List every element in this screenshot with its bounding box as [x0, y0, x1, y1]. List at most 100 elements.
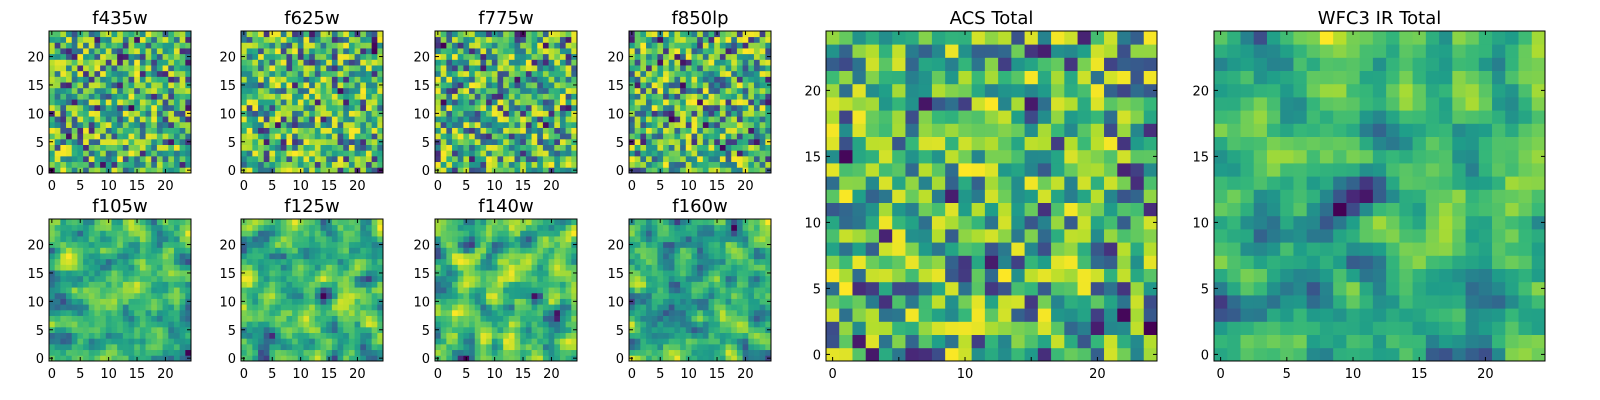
heatmap-cell [474, 31, 481, 38]
heatmap-cell [559, 258, 567, 265]
heatmap-cell [446, 315, 453, 322]
heatmap-cell [548, 298, 555, 305]
heatmap-cell [697, 31, 704, 38]
heatmap-cell [663, 104, 670, 111]
heatmap-cell [128, 253, 135, 260]
heatmap-cell [49, 281, 56, 288]
heatmap-cell [156, 104, 163, 111]
heatmap-cell [663, 110, 670, 117]
heatmap-cell [548, 138, 555, 145]
heatmap-cell [748, 116, 755, 123]
heatmap-cell [286, 321, 293, 328]
heatmap-cell [66, 355, 73, 362]
heatmap-cell [486, 281, 493, 288]
heatmap-cell [753, 65, 761, 72]
heatmap-cell [139, 36, 146, 43]
heatmap-cell [731, 31, 738, 38]
heatmap-cell [100, 138, 107, 145]
heatmap-cell [525, 247, 532, 254]
heatmap-cell [365, 121, 373, 128]
heatmap-cell [742, 82, 749, 89]
heatmap-cell [354, 315, 361, 322]
heatmap-cell [640, 349, 647, 356]
heatmap-cell [162, 292, 169, 299]
heatmap-cell [571, 65, 578, 72]
heatmap-cell [354, 292, 361, 299]
heatmap-cell [765, 93, 772, 100]
heatmap-cell [748, 65, 755, 72]
heatmap-cell [263, 321, 270, 328]
heatmap-cell [371, 36, 378, 43]
heatmap-cell [156, 87, 163, 94]
heatmap-cell [463, 121, 470, 128]
heatmap-cell [337, 224, 344, 231]
heatmap-cell [128, 144, 135, 151]
heatmap-cell [297, 65, 304, 72]
heatmap-cell [702, 281, 709, 288]
heatmap-cell [269, 321, 276, 328]
heatmap-cell [162, 258, 169, 265]
heatmap-cell [156, 167, 163, 174]
heatmap-cell [514, 292, 521, 299]
heatmap-cell [435, 155, 442, 163]
heatmap-cell [708, 53, 715, 60]
heatmap-cell [371, 338, 378, 345]
heatmap-cell [748, 298, 755, 305]
heatmap-cell [480, 355, 487, 362]
heatmap-cell [697, 298, 704, 305]
heatmap-cell [537, 99, 544, 106]
heatmap-cell [71, 224, 78, 231]
heatmap-cell [326, 127, 333, 134]
heatmap-cell [185, 48, 192, 55]
heatmap-cell [719, 161, 726, 168]
heatmap-cell [309, 304, 316, 311]
heatmap-cell [314, 281, 321, 288]
heatmap-cell [680, 321, 687, 328]
heatmap-cell [377, 321, 384, 328]
heatmap-cell [168, 42, 175, 49]
heatmap-cell [83, 338, 90, 345]
heatmap-cell [548, 70, 555, 77]
heatmap-cell [435, 332, 442, 339]
heatmap-cell [651, 76, 658, 83]
heatmap-cell [331, 59, 338, 66]
heatmap-cell [71, 167, 78, 174]
heatmap-cell [520, 326, 527, 333]
heatmap-cell [151, 247, 158, 254]
heatmap-cell [474, 144, 481, 151]
heatmap-cell [179, 241, 186, 248]
heatmap-cell [337, 338, 344, 345]
heatmap-cell [634, 155, 641, 163]
heatmap-cell [360, 355, 367, 362]
y-tick-label: 10 [413, 107, 430, 122]
heatmap-cell [343, 31, 350, 38]
heatmap-cell [331, 48, 338, 55]
heatmap-cell [377, 332, 384, 339]
heatmap-cell [303, 53, 310, 60]
heatmap-cell [156, 42, 163, 49]
heatmap-cell [640, 270, 647, 277]
heatmap-cell [139, 326, 146, 333]
heatmap-cell [759, 275, 766, 282]
heatmap-cell [49, 87, 56, 94]
heatmap-cell [297, 343, 304, 351]
heatmap-cell [269, 70, 276, 77]
heatmap-cell [440, 155, 447, 163]
heatmap-cell [480, 150, 487, 157]
heatmap-cell [657, 161, 664, 168]
heatmap-cell [286, 264, 293, 271]
heatmap-cell [651, 167, 658, 174]
heatmap-cell [360, 93, 367, 100]
heatmap-cell [520, 110, 527, 117]
heatmap-cell [554, 332, 561, 339]
heatmap-cell [337, 275, 344, 282]
heatmap-cell [326, 292, 333, 299]
heatmap-cell [303, 230, 310, 237]
heatmap-cell [668, 59, 675, 66]
heatmap-cell [111, 247, 118, 254]
heatmap-cell [525, 304, 532, 311]
heatmap-cell [145, 99, 152, 106]
heatmap-cell [246, 338, 253, 345]
heatmap-cell [71, 76, 78, 83]
heatmap-cell [657, 127, 664, 134]
